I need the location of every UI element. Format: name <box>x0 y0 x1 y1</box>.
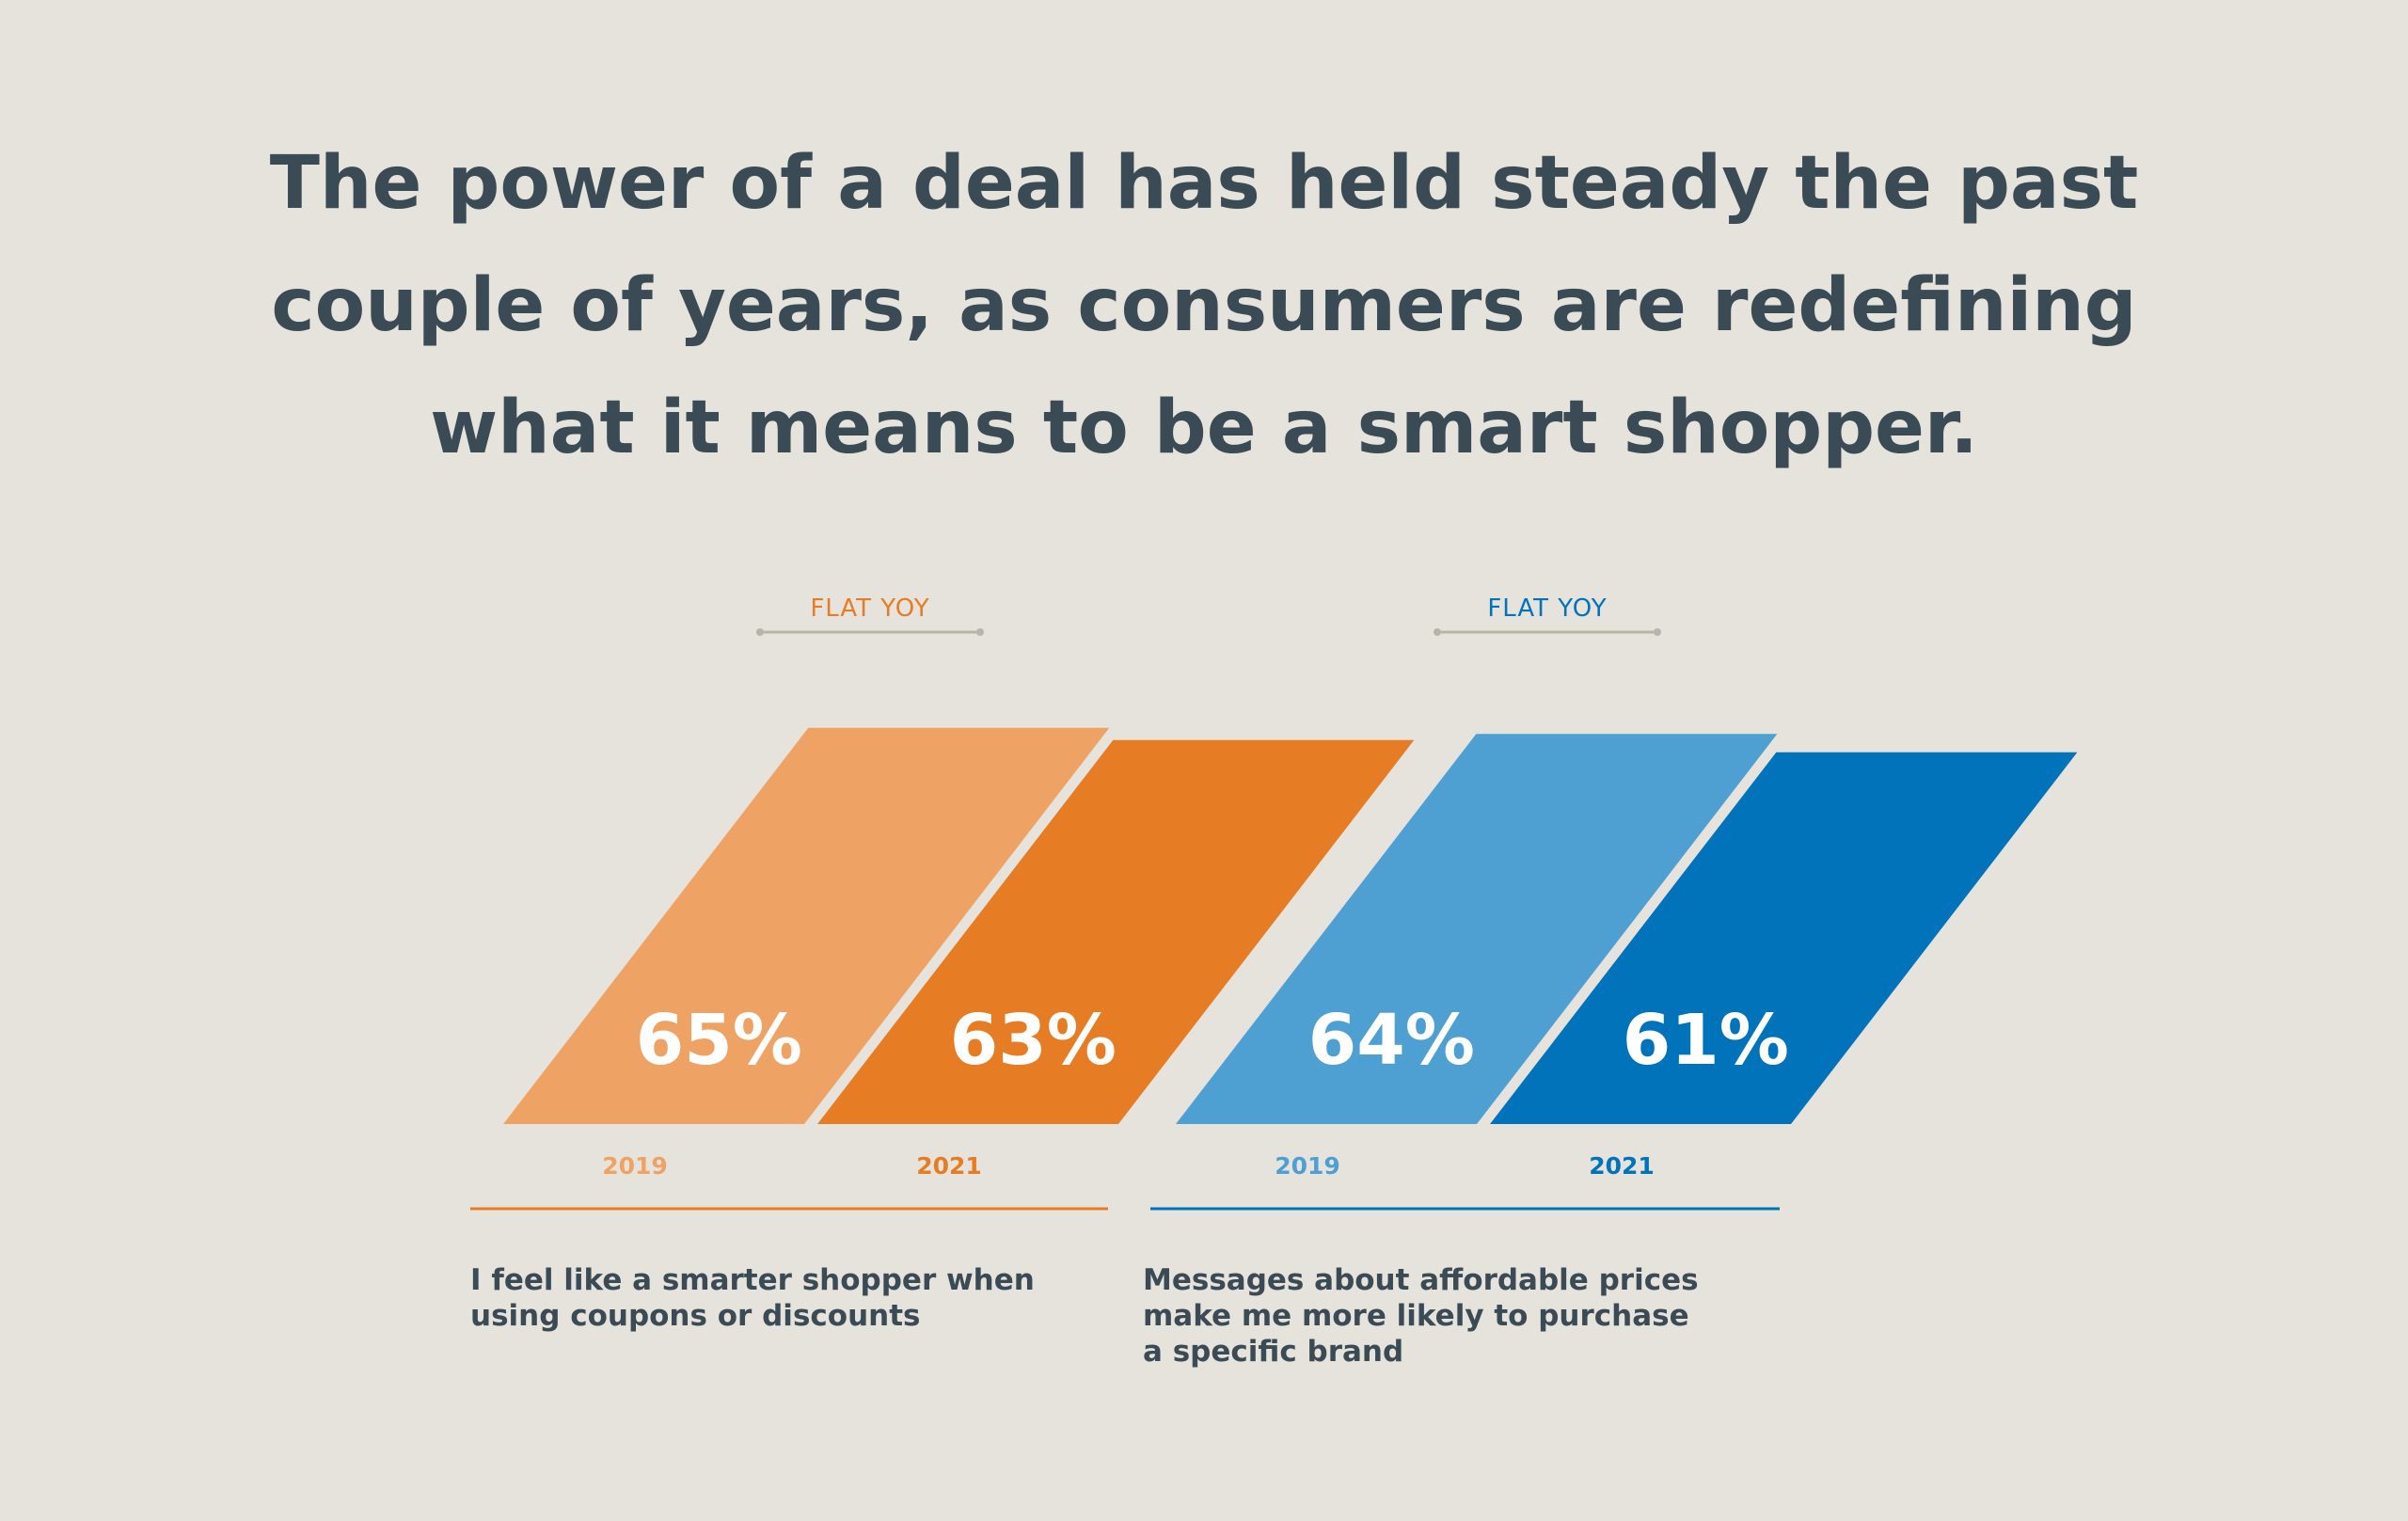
headline: The power of a deal has held steady the … <box>0 122 2408 489</box>
year-label-2-2019: 2019 <box>1275 1152 1340 1180</box>
caption-group-1: I feel like a smarter shopper when using… <box>470 1262 1035 1334</box>
caption-group-1-line-2: using coupons or discounts <box>470 1299 921 1333</box>
value-label-1-2021: 63% <box>950 1000 1117 1081</box>
caption-group-2-line-1: Messages about affordable prices <box>1143 1263 1699 1297</box>
bracket-dot-left-2 <box>1434 628 1441 636</box>
annotation-group-1: FLAT YOY <box>810 594 929 623</box>
annotation-group-2: FLAT YOY <box>1487 594 1607 623</box>
year-label-2-2021: 2021 <box>1589 1152 1655 1180</box>
bracket-dot-left-1 <box>756 628 764 636</box>
caption-group-2-line-3: a specific brand <box>1143 1335 1404 1369</box>
bar-1-2019 <box>503 727 1110 1124</box>
headline-line-1: The power of a deal has held steady the … <box>269 141 2139 226</box>
value-label-2-2021: 61% <box>1623 1000 1789 1081</box>
bracket-dot-right-1 <box>976 628 984 636</box>
caption-group-2-line-2: make me more likely to purchase <box>1143 1299 1689 1333</box>
headline-line-3: what it means to be a smart shopper. <box>430 386 1978 470</box>
bar-2-2019 <box>1176 734 1778 1124</box>
headline-line-2: couple of years, as consumers are redefi… <box>271 263 2137 348</box>
value-label-1-2019: 65% <box>636 1000 802 1081</box>
year-label-1-2021: 2021 <box>916 1152 982 1180</box>
bar-1-2021 <box>817 739 1415 1124</box>
bracket-dot-right-2 <box>1654 628 1661 636</box>
year-label-1-2019: 2019 <box>602 1152 668 1180</box>
bar-2-2021 <box>1490 752 2078 1124</box>
value-label-2-2019: 64% <box>1308 1000 1475 1081</box>
caption-group-1-line-1: I feel like a smarter shopper when <box>470 1263 1035 1297</box>
caption-group-2: Messages about affordable prices make me… <box>1143 1262 1699 1370</box>
